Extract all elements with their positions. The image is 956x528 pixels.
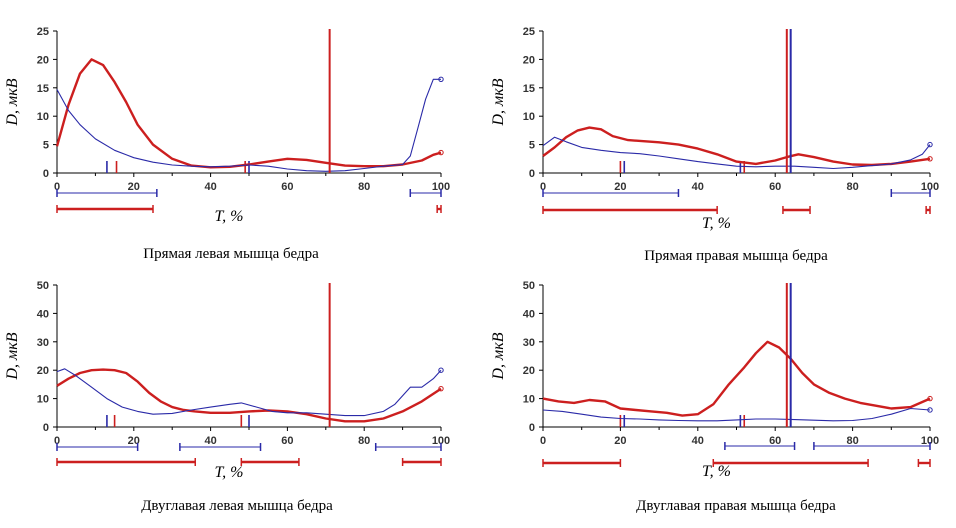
y-tick-label: 40	[523, 308, 535, 320]
y-tick-label: 10	[523, 394, 535, 406]
y-tick-label: 30	[37, 337, 49, 349]
x-tick-label: 60	[769, 181, 781, 193]
x-tick-label: 80	[358, 181, 370, 193]
x-tick-label: 20	[614, 435, 626, 447]
y-tick-label: 0	[529, 422, 535, 434]
series-line-blue	[542, 136, 931, 170]
series-line-red	[56, 368, 442, 423]
x-tick-label: 40	[204, 181, 216, 193]
y-axis-label: D, мкВ	[490, 78, 507, 126]
chart-title: Двуглавая правая мышца бедра	[636, 498, 836, 514]
series-end-point	[438, 76, 444, 82]
x-tick-label: 20	[128, 435, 140, 447]
series-line-red	[542, 126, 931, 167]
x-tick-label: 0	[54, 435, 60, 447]
x-tick-label: 40	[692, 435, 704, 447]
y-tick-label: 10	[37, 111, 49, 123]
x-axis-label: T, %	[214, 208, 243, 225]
y-tick-label: 15	[523, 83, 535, 95]
chart-panel-2: 0 5 10 15 20 25 0 20 40 60 80 100 D, мкВ T, % Прямая п…	[490, 26, 939, 264]
series-end-point	[438, 149, 444, 156]
x-tick-label: 80	[358, 435, 370, 447]
y-tick-label: 40	[37, 308, 49, 320]
y-tick-label: 10	[523, 111, 535, 123]
y-tick-label: 25	[523, 26, 535, 38]
chart-title: Двуглавая левая мышца бедра	[141, 498, 333, 514]
y-axis-label: D, мкВ	[490, 332, 507, 380]
series-line-red	[542, 340, 931, 417]
series-line-red	[55, 58, 442, 169]
y-tick-label: 30	[523, 337, 535, 349]
x-tick-label: 60	[769, 435, 781, 447]
x-tick-label: 0	[54, 181, 60, 193]
y-tick-label: 20	[37, 54, 49, 66]
y-tick-label: 5	[529, 140, 535, 152]
x-tick-label: 60	[281, 435, 293, 447]
series-end-point	[927, 407, 933, 413]
series-end-point	[927, 156, 933, 162]
x-tick-label: 40	[692, 181, 704, 193]
x-axis-label: T, %	[214, 464, 243, 481]
y-tick-label: 20	[37, 365, 49, 377]
y-tick-label: 10	[37, 394, 49, 406]
y-tick-label: 0	[43, 168, 49, 180]
series-line-blue	[56, 78, 441, 172]
x-tick-label: 100	[921, 181, 939, 193]
x-tick-label: 100	[432, 181, 450, 193]
x-tick-label: 0	[540, 181, 546, 193]
x-tick-label: 80	[846, 181, 858, 193]
x-tick-label: 20	[614, 181, 626, 193]
y-tick-label: 20	[523, 365, 535, 377]
x-tick-label: 80	[846, 435, 858, 447]
chart-title: Прямая левая мышца бедра	[143, 246, 319, 262]
x-axis-label: T, %	[702, 463, 731, 480]
y-tick-label: 50	[523, 280, 535, 292]
x-tick-label: 60	[281, 181, 293, 193]
y-tick-label: 5	[43, 140, 49, 152]
y-tick-label: 15	[37, 83, 49, 95]
y-axis-label: D, мкВ	[4, 78, 21, 126]
series-line-blue	[542, 407, 931, 422]
series-end-point	[438, 367, 444, 373]
y-tick-label: 25	[37, 26, 49, 38]
series-end-point	[927, 395, 933, 402]
series-end-point	[927, 141, 933, 148]
chart-panel-1: 0 5 10 15 20 25 0 20 40 60 80 100 D, мкВ T, % Прямая л…	[4, 26, 450, 262]
y-tick-label: 0	[529, 168, 535, 180]
x-tick-label: 20	[128, 181, 140, 193]
chart-panel-4: 0 10 20 30 40 50 0 20 40 60 80 100 D, мкВ T, % Двуглав…	[490, 280, 939, 514]
x-axis-label: T, %	[702, 215, 731, 232]
x-tick-label: 100	[921, 435, 939, 447]
y-tick-label: 20	[523, 54, 535, 66]
x-tick-label: 40	[204, 435, 216, 447]
chart-panel-3: 0 10 20 30 40 50 0 20 40 60 80 100 D, мкВ T, % Двуглав…	[4, 280, 450, 514]
x-tick-label: 100	[432, 435, 450, 447]
series-end-point	[438, 385, 444, 392]
y-tick-label: 0	[43, 422, 49, 434]
x-tick-label: 0	[540, 435, 546, 447]
y-tick-label: 50	[37, 280, 49, 292]
chart-title: Прямая правая мышца бедра	[644, 248, 828, 264]
series-line-blue	[56, 368, 442, 417]
y-axis-label: D, мкВ	[4, 332, 21, 380]
